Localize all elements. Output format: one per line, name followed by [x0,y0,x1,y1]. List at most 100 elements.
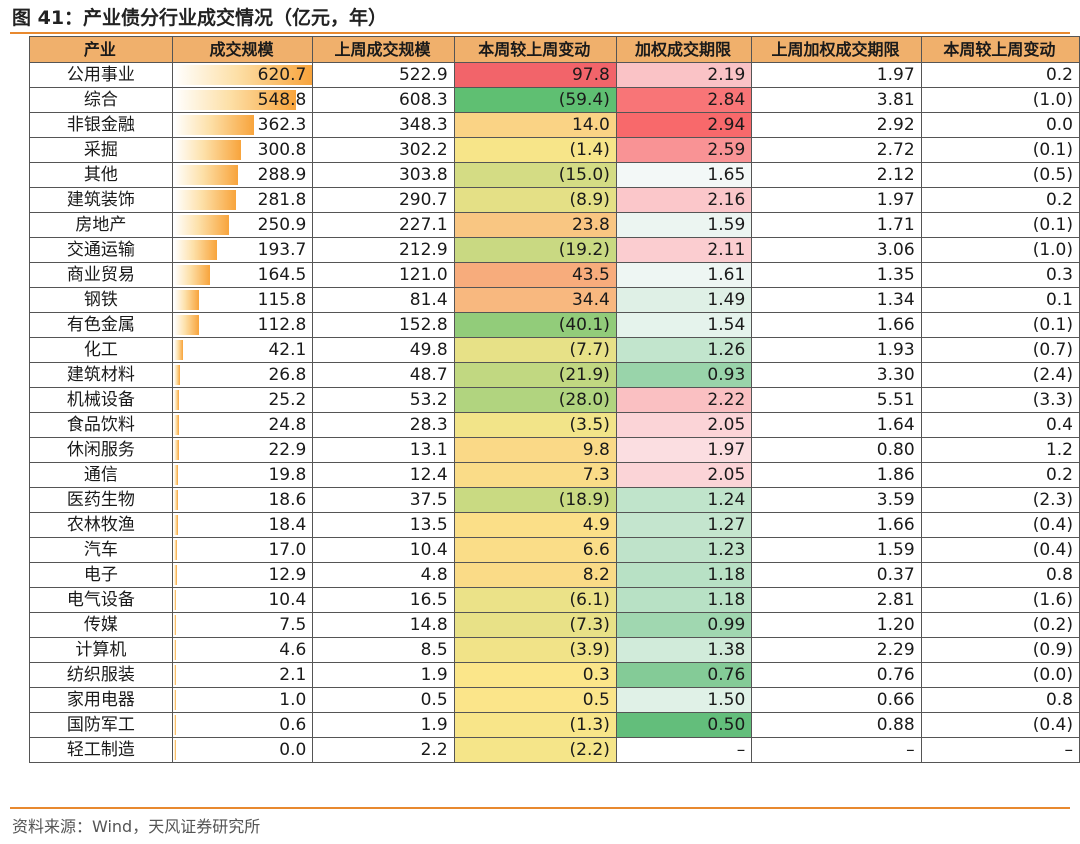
cell-volume-change: (19.2) [453,237,617,263]
cell-volume: 12.9 [171,562,314,588]
top-rule [10,32,1070,34]
cell-duration: 2.05 [615,412,753,438]
cell-prev-duration: 1.34 [751,287,922,313]
cell-prev-volume: 13.5 [312,512,455,538]
table-row: 电子 12.9 4.8 8.2 1.18 0.37 0.8 [29,562,1080,588]
cell-duration-change: 0.8 [920,687,1080,713]
cell-volume-change: (40.1) [453,312,617,338]
cell-prev-duration: 1.20 [751,612,922,638]
volume-data-bar [173,315,199,335]
volume-data-bar [173,90,296,110]
volume-data-bar [173,240,217,260]
cell-prev-volume: 303.8 [312,162,455,188]
cell-duration-change: (0.4) [920,512,1080,538]
cell-prev-volume: 49.8 [312,337,455,363]
cell-prev-duration: 2.29 [751,637,922,663]
cell-volume: 362.3 [171,112,314,138]
cell-prev-duration: 0.66 [751,687,922,713]
table-body: 公用事业 620.7 522.9 97.8 2.19 1.97 0.2 综合 548.8 608.… [29,62,1080,763]
volume-data-bar [173,365,180,385]
table-row: 计算机 4.6 8.5 (3.9) 1.38 2.29 (0.9) [29,637,1080,663]
volume-value: 17.0 [268,540,307,560]
table-row: 其他 288.9 303.8 (15.0) 1.65 2.12 (0.5) [29,162,1080,188]
industry-bond-table: 产业 成交规模 上周成交规模 本周较上周变动 加权成交期限 上周加权成交期限 本… [29,36,1080,763]
cell-prev-volume: 608.3 [312,87,455,113]
table-row: 汽车 17.0 10.4 6.6 1.23 1.59 (0.4) [29,537,1080,563]
cell-duration-change: (2.4) [920,362,1080,388]
table-row: 通信 19.8 12.4 7.3 2.05 1.86 0.2 [29,462,1080,488]
cell-prev-volume: 53.2 [312,387,455,413]
volume-value: 362.3 [257,115,307,135]
volume-value: 18.4 [268,515,307,535]
cell-duration-change: (1.6) [920,587,1080,613]
cell-duration-change: (0.7) [920,337,1080,363]
table-row: 化工 42.1 49.8 (7.7) 1.26 1.93 (0.7) [29,337,1080,363]
cell-industry: 机械设备 [29,387,173,413]
header-industry: 产业 [29,36,173,63]
volume-value: 22.9 [268,440,307,460]
header-prev-volume: 上周成交规模 [312,36,455,63]
volume-data-bar [173,290,200,310]
cell-volume-change: 34.4 [453,287,617,313]
cell-duration-change: 0.2 [920,187,1080,213]
cell-industry: 建筑材料 [29,362,173,388]
table-row: 建筑装饰 281.8 290.7 (8.9) 2.16 1.97 0.2 [29,187,1080,213]
cell-industry: 公用事业 [29,62,173,88]
cell-industry: 食品饮料 [29,412,173,438]
cell-volume-change: (1.3) [453,712,617,738]
cell-volume: 7.5 [171,612,314,638]
cell-duration: 1.18 [615,587,753,613]
cell-industry: 通信 [29,462,173,488]
cell-duration-change: (0.5) [920,162,1080,188]
cell-industry: 有色金属 [29,312,173,338]
cell-duration: 2.94 [615,112,753,138]
table-row: 建筑材料 26.8 48.7 (21.9) 0.93 3.30 (2.4) [29,362,1080,388]
cell-duration-change: 0.4 [920,412,1080,438]
cell-duration-change: 0.8 [920,562,1080,588]
volume-value: 12.9 [268,565,307,585]
cell-duration: 1.65 [615,162,753,188]
volume-value: 0.0 [279,740,307,760]
table-row: 综合 548.8 608.3 (59.4) 2.84 3.81 (1.0) [29,87,1080,113]
cell-volume: 1.0 [171,687,314,713]
cell-industry: 建筑装饰 [29,187,173,213]
cell-volume: 250.9 [171,212,314,238]
cell-industry: 采掘 [29,137,173,163]
cell-volume-change: 6.6 [453,537,617,563]
header-prev-duration: 上周加权成交期限 [751,36,922,63]
table-row: 机械设备 25.2 53.2 (28.0) 2.22 5.51 (3.3) [29,387,1080,413]
cell-prev-duration: 0.88 [751,712,922,738]
cell-volume: 24.8 [171,412,314,438]
cell-prev-duration: 0.76 [751,662,922,688]
cell-volume-change: 9.8 [453,437,617,463]
cell-duration: 2.22 [615,387,753,413]
cell-duration: 0.50 [615,712,753,738]
volume-value: 42.1 [268,340,307,360]
cell-volume-change: (15.0) [453,162,617,188]
table-row: 公用事业 620.7 522.9 97.8 2.19 1.97 0.2 [29,62,1080,88]
cell-duration: 1.18 [615,562,753,588]
cell-volume-change: 8.2 [453,562,617,588]
cell-volume: 281.8 [171,187,314,213]
table-row: 医药生物 18.6 37.5 (18.9) 1.24 3.59 (2.3) [29,487,1080,513]
cell-industry: 综合 [29,87,173,113]
table-row: 采掘 300.8 302.2 (1.4) 2.59 2.72 (0.1) [29,137,1080,163]
cell-prev-duration: 0.80 [751,437,922,463]
cell-prev-duration: 1.35 [751,262,922,288]
cell-duration: 1.59 [615,212,753,238]
cell-volume: 19.8 [171,462,314,488]
volume-value: 288.9 [257,165,307,185]
cell-volume-change: 14.0 [453,112,617,138]
table-row: 食品饮料 24.8 28.3 (3.5) 2.05 1.64 0.4 [29,412,1080,438]
cell-duration: 1.24 [615,487,753,513]
volume-data-bar [173,690,176,710]
cell-duration-change: 0.3 [920,262,1080,288]
cell-prev-volume: 1.9 [312,662,455,688]
cell-prev-volume: 2.2 [312,737,455,763]
cell-industry: 商业贸易 [29,262,173,288]
table-row: 农林牧渔 18.4 13.5 4.9 1.27 1.66 (0.4) [29,512,1080,538]
cell-volume-change: (7.7) [453,337,617,363]
cell-industry: 休闲服务 [29,437,173,463]
cell-duration: 2.16 [615,187,753,213]
volume-value: 1.0 [279,690,307,710]
